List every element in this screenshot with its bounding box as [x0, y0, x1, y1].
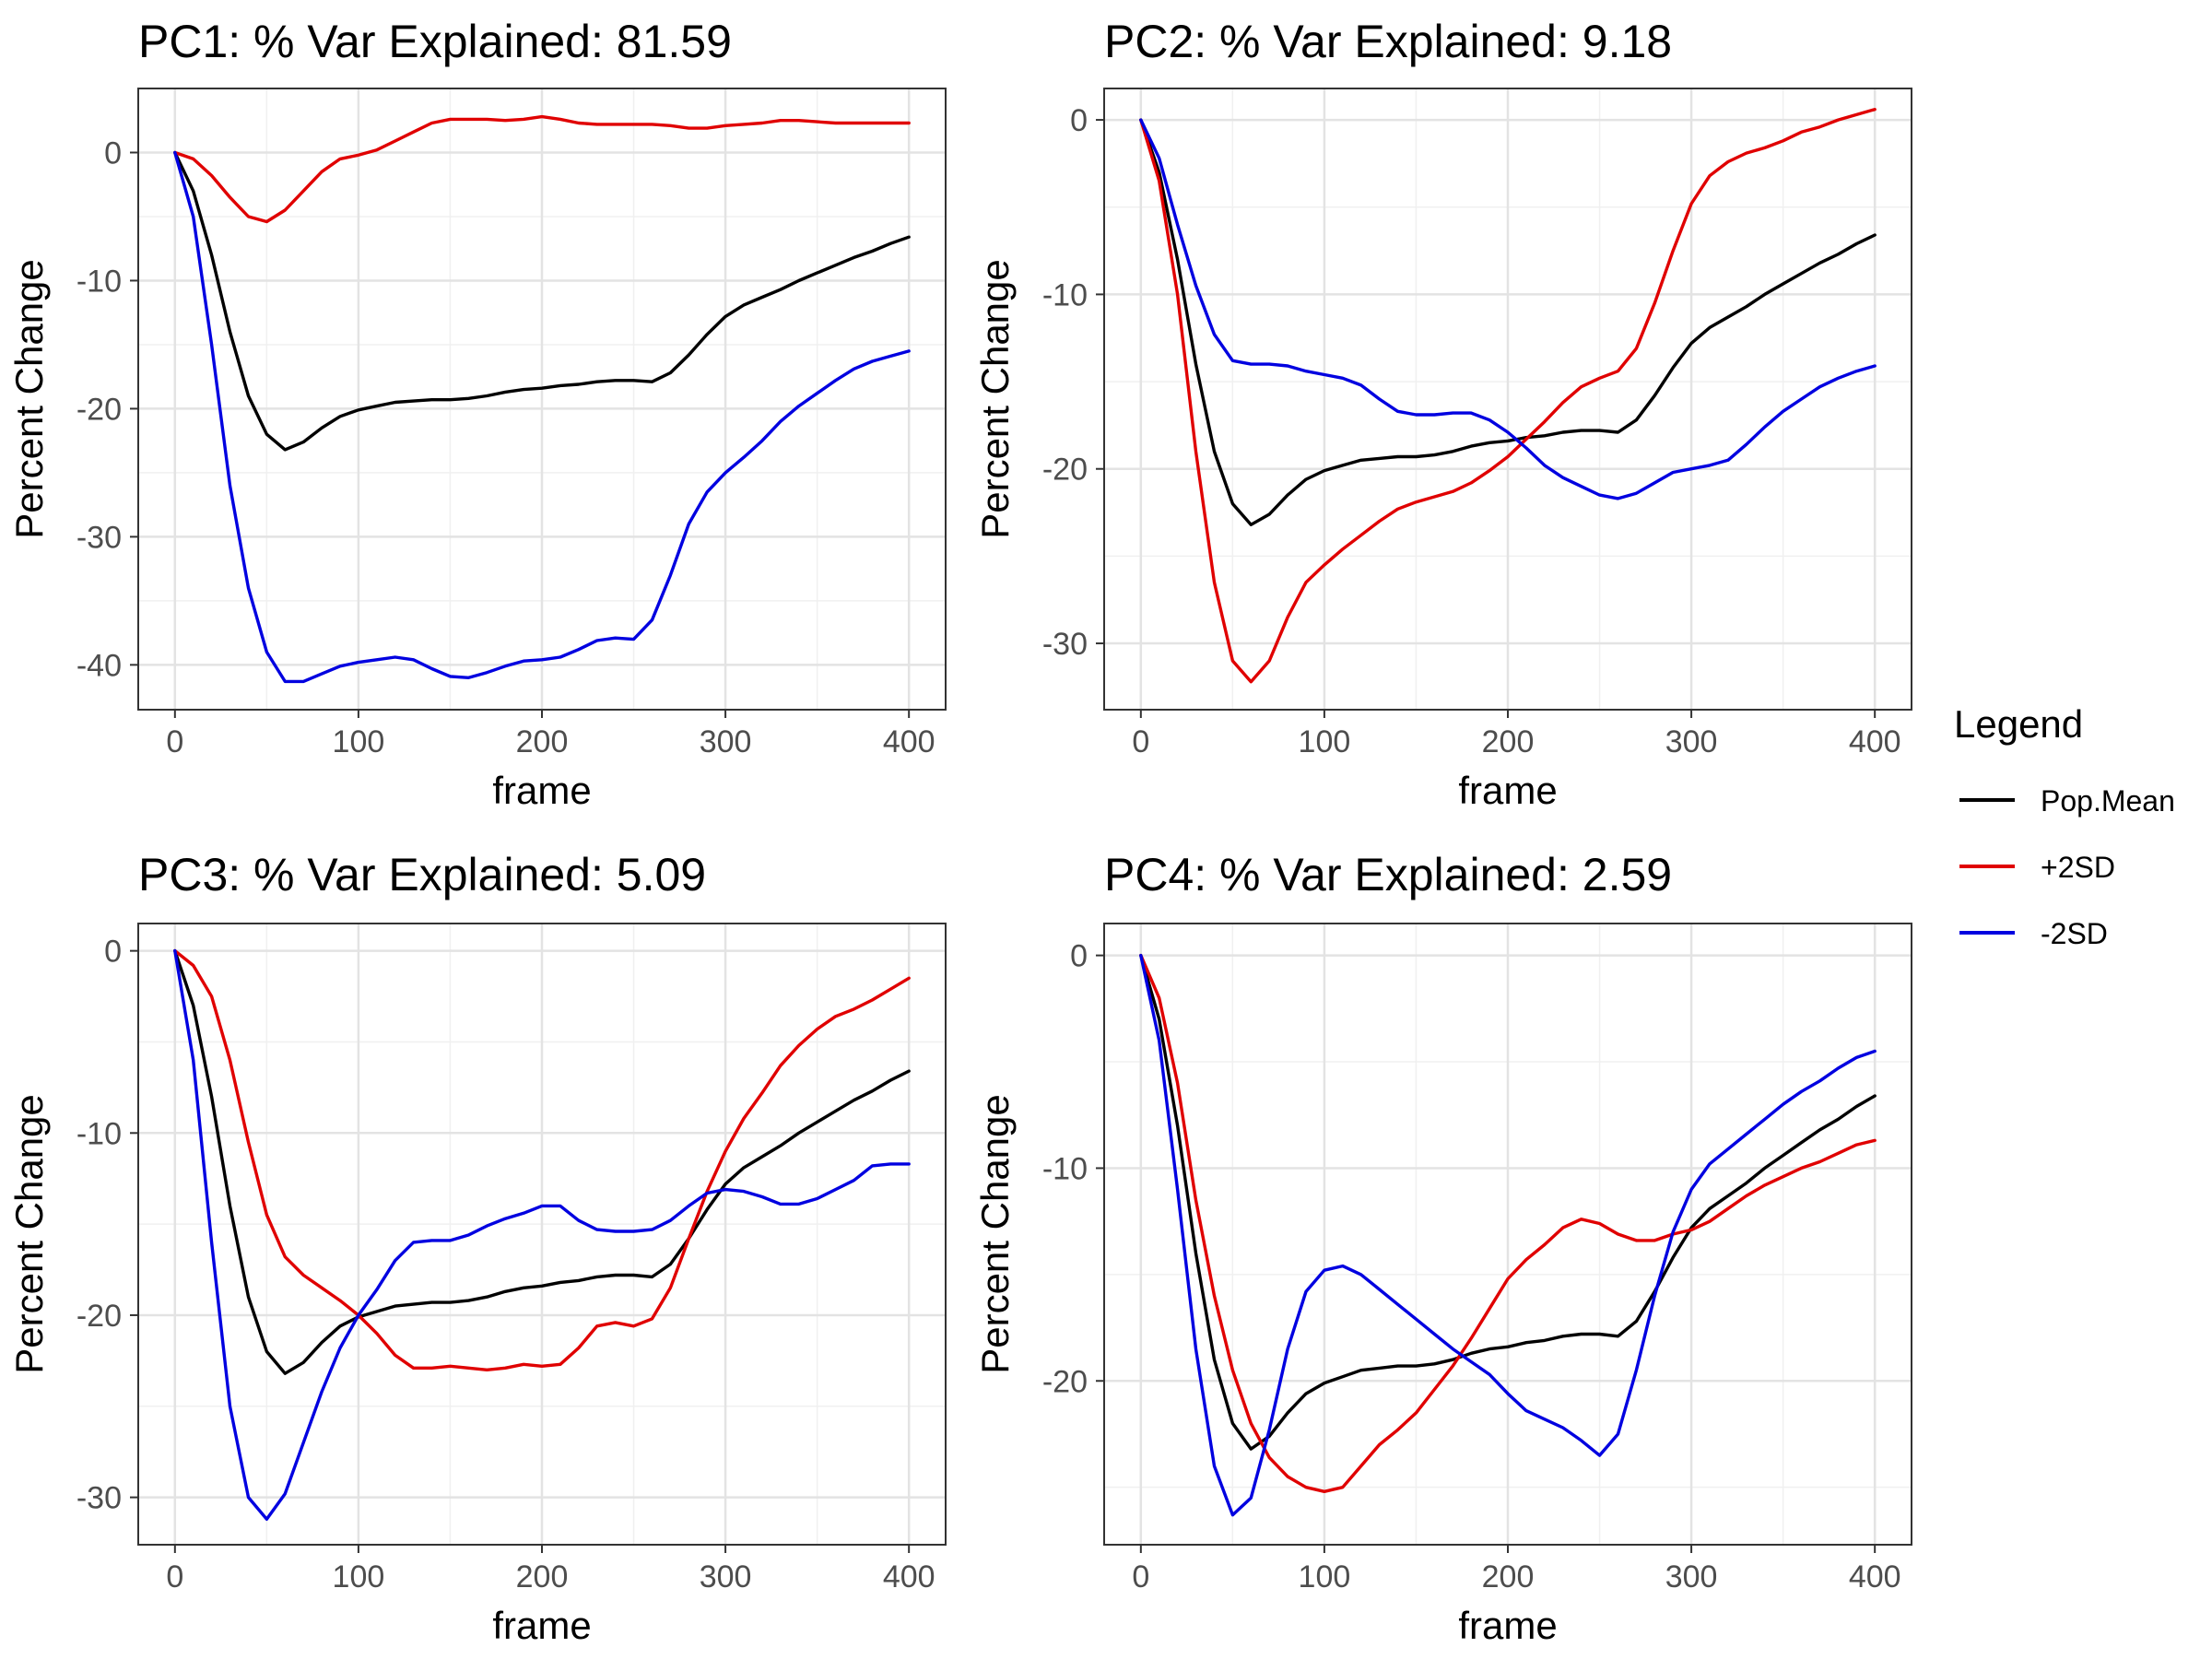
series-line-minus-2sd: [1139, 118, 1877, 500]
x-tick-label: 100: [333, 1559, 385, 1594]
x-tick-label: 400: [883, 724, 935, 759]
y-tick-label: -10: [1042, 277, 1088, 312]
series-line-plusminus-2sd: [1139, 953, 1877, 1494]
series-line-pop-mean: [173, 948, 911, 1375]
panel-pc4: PC4: % Var Explained: 2.59 0 100 200 300 400 0…: [973, 849, 1912, 1647]
panel-title-pc2: PC2: % Var Explained: 9.18: [1104, 16, 1672, 67]
panel-pc2: PC2: % Var Explained: 9.18 0 100 200 300 400 0…: [973, 16, 1912, 812]
legend-item-plus-2sd: +2SD: [1959, 851, 2115, 884]
x-tick-label: 100: [333, 724, 385, 759]
legend-label-plus-2sd: +2SD: [2041, 851, 2115, 884]
series-line-minus-2sd: [173, 150, 911, 684]
legend-label-minus-2sd: -2SD: [2041, 917, 2108, 950]
series-line-plusminus-2sd: [173, 948, 911, 1372]
x-tick-label: 300: [1665, 724, 1718, 759]
y-tick-label: 0: [1070, 103, 1088, 138]
series-line-plusminus-2sd: [173, 114, 911, 224]
y-tick-label: 0: [104, 135, 122, 171]
y-tick-label: -10: [76, 264, 122, 299]
x-tick-label: 0: [1132, 1559, 1149, 1594]
legend-label-pop-mean: Pop.Mean: [2041, 784, 2175, 818]
y-axis-title: Percent Change: [7, 1094, 51, 1374]
legend-item-minus-2sd: -2SD: [1959, 917, 2108, 950]
legend-title: Legend: [1954, 702, 2083, 746]
panel-title-pc1: PC1: % Var Explained: 81.59: [138, 16, 732, 67]
x-axis-title: frame: [1458, 1604, 1557, 1647]
y-tick-label: -40: [76, 648, 122, 683]
x-tick-label: 400: [883, 1559, 935, 1594]
y-tick-label: -20: [1042, 1364, 1088, 1399]
y-tick-label: -20: [76, 392, 122, 427]
y-axis-title: Percent Change: [973, 259, 1017, 539]
y-axis-title: Percent Change: [7, 259, 51, 539]
legend-item-pop-mean: Pop.Mean: [1959, 784, 2175, 818]
x-tick-label: 400: [1849, 724, 1901, 759]
series-line-pop-mean: [1139, 118, 1877, 526]
series-line-pop-mean: [1139, 953, 1877, 1451]
y-tick-label: -30: [76, 520, 122, 555]
x-axis-title: frame: [492, 769, 591, 812]
panel-pc1: PC1: % Var Explained: 81.59 0 100 200 300 400…: [7, 16, 947, 812]
x-tick-label: 300: [1665, 1559, 1718, 1594]
y-tick-label: -30: [1042, 627, 1088, 662]
series-line-plusminus-2sd: [1139, 107, 1877, 684]
x-tick-label: 0: [1132, 724, 1149, 759]
panel-title-pc3: PC3: % Var Explained: 5.09: [138, 849, 706, 900]
x-tick-label: 200: [516, 724, 569, 759]
x-tick-label: 200: [1482, 1559, 1535, 1594]
y-tick-label: 0: [104, 935, 122, 970]
y-tick-label: -10: [1042, 1151, 1088, 1186]
x-tick-label: 0: [166, 724, 183, 759]
y-tick-label: -20: [1042, 453, 1088, 488]
chart-panels: PC1: % Var Explained: 81.59 0 100 200 300 400…: [7, 16, 1912, 1647]
legend: Legend Pop.Mean +2SD -2SD: [1954, 702, 2175, 950]
panel-title-pc4: PC4: % Var Explained: 2.59: [1104, 849, 1672, 900]
x-axis-title: frame: [1458, 769, 1557, 812]
x-tick-label: 100: [1299, 1559, 1351, 1594]
y-tick-label: 0: [1070, 939, 1088, 974]
y-tick-label: -20: [76, 1299, 122, 1334]
x-tick-label: 0: [166, 1559, 183, 1594]
y-tick-label: -10: [76, 1116, 122, 1151]
y-axis-title: Percent Change: [973, 1094, 1017, 1374]
x-tick-label: 400: [1849, 1559, 1901, 1594]
panel-pc3: PC3: % Var Explained: 5.09 0 100 200 300 400 0…: [7, 849, 947, 1647]
series-line-minus-2sd: [1139, 953, 1877, 1517]
series-line-pop-mean: [173, 150, 911, 452]
x-tick-label: 200: [1482, 724, 1535, 759]
x-tick-label: 200: [516, 1559, 569, 1594]
series-line-minus-2sd: [173, 948, 911, 1522]
x-tick-label: 300: [700, 724, 752, 759]
x-axis-title: frame: [492, 1604, 591, 1647]
x-tick-label: 100: [1299, 724, 1351, 759]
x-tick-label: 300: [700, 1559, 752, 1594]
y-tick-label: -30: [76, 1481, 122, 1516]
